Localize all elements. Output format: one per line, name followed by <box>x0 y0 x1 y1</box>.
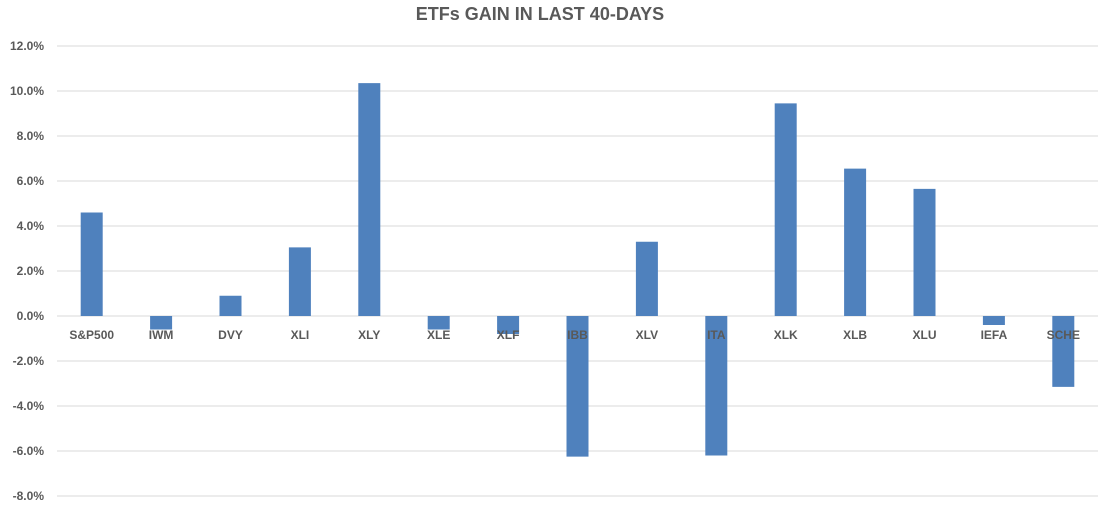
category-label: SCHE <box>1047 328 1080 342</box>
y-tick-label: 12.0% <box>10 39 44 53</box>
bar-xlv <box>635 241 658 316</box>
category-label: XLF <box>497 328 520 342</box>
bar-xlf <box>497 316 520 334</box>
category-label: ITA <box>707 328 726 342</box>
y-tick-label: -6.0% <box>13 444 45 458</box>
bar-xlk <box>774 103 797 316</box>
bar-xli <box>288 247 311 316</box>
bar-ita <box>705 316 728 456</box>
category-label: XLK <box>774 328 798 342</box>
category-label: XLY <box>358 328 380 342</box>
y-tick-label: 4.0% <box>17 219 45 233</box>
category-label: XLU <box>913 328 937 342</box>
bars <box>80 83 1075 457</box>
bar-xlb <box>844 168 867 316</box>
category-label: XLB <box>843 328 867 342</box>
bar-iefa <box>982 316 1005 325</box>
category-label: XLI <box>291 328 310 342</box>
category-label: DVY <box>218 328 243 342</box>
chart-title: ETFs GAIN IN LAST 40-DAYS <box>416 4 664 24</box>
y-tick-label: 8.0% <box>17 129 45 143</box>
bar-xly <box>358 83 381 316</box>
bar-ibb <box>566 316 589 457</box>
y-axis-ticks: 12.0% 10.0% 8.0% 6.0% 4.0% 2.0% 0.0% -2.0% -4.0%… <box>10 39 44 503</box>
bar-dvy <box>219 295 242 316</box>
category-label: XLV <box>636 328 658 342</box>
category-label: IWM <box>149 328 174 342</box>
bar-sche <box>1052 316 1075 387</box>
bar-xlu <box>913 188 936 316</box>
y-tick-label: 2.0% <box>17 264 45 278</box>
y-tick-label: -2.0% <box>13 354 45 368</box>
category-label: S&P500 <box>69 328 114 342</box>
category-label: XLE <box>427 328 450 342</box>
y-tick-label: -8.0% <box>13 489 45 503</box>
y-tick-label: 0.0% <box>17 309 45 323</box>
bar-xle <box>427 316 450 330</box>
category-labels: S&P500 IWM DVY XLI XLY XLE XLF IBB XLV ITA XLK XLB X… <box>69 328 1080 342</box>
category-label: IBB <box>567 328 588 342</box>
y-tick-label: 6.0% <box>17 174 45 188</box>
y-tick-label: -4.0% <box>13 399 45 413</box>
bar-sp500 <box>80 212 103 316</box>
category-label: IEFA <box>981 328 1008 342</box>
y-tick-label: 10.0% <box>10 84 44 98</box>
bar-iwm <box>150 316 173 330</box>
